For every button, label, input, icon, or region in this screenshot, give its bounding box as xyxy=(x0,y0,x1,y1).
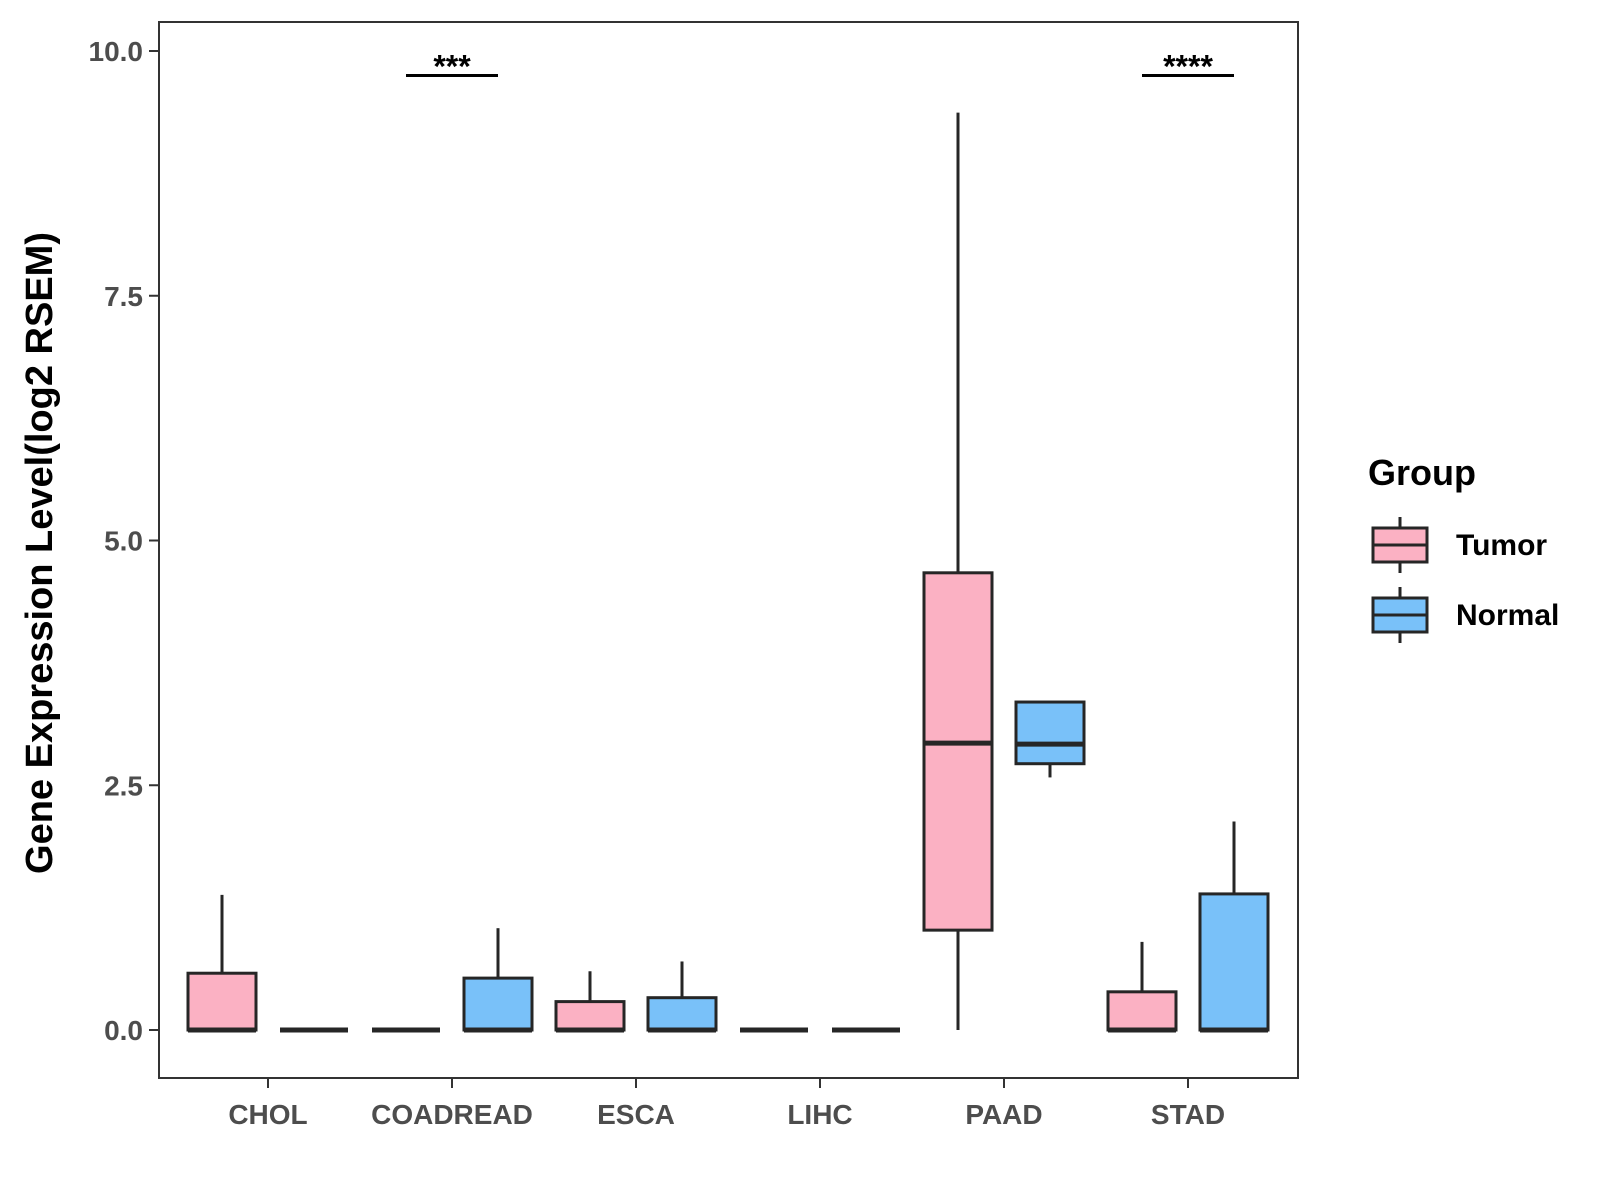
legend: Group Tumor Normal xyxy=(1368,452,1559,643)
box-body xyxy=(922,571,994,932)
box-body xyxy=(554,1000,626,1032)
boxes-layer xyxy=(186,112,1270,1033)
y-tick-label: 5.0 xyxy=(104,526,143,557)
y-tick-label: 2.5 xyxy=(104,770,143,801)
y-tick-label: 7.5 xyxy=(104,281,143,312)
legend-label: Tumor xyxy=(1456,529,1547,562)
x-tick-label: CHOL xyxy=(228,1099,307,1130)
y-axis-title: Gene Expression Level(log2 RSEM) xyxy=(19,232,61,874)
box-normal-paad xyxy=(1014,700,1086,778)
y-tick-label: 10.0 xyxy=(89,36,144,67)
box-body xyxy=(186,971,258,1032)
significance-label: *** xyxy=(433,48,471,84)
x-tick-label: COADREAD xyxy=(371,1099,533,1130)
x-tick-label: LIHC xyxy=(787,1099,852,1130)
box-normal-coadread xyxy=(462,928,534,1033)
plot-panel xyxy=(158,21,1299,1079)
box-body xyxy=(1014,700,1086,766)
significance-annotations: *** **** xyxy=(406,48,1234,84)
box-tumor-paad xyxy=(922,112,994,1030)
x-tick-label: PAAD xyxy=(965,1099,1042,1130)
significance-stad: **** xyxy=(1142,48,1234,84)
box-body xyxy=(1198,892,1270,1032)
box-body xyxy=(1106,990,1178,1032)
legend-entry-normal: Normal xyxy=(1371,587,1559,643)
box-tumor-chol xyxy=(186,894,258,1033)
legend-entry-tumor: Tumor xyxy=(1371,517,1547,573)
box-normal-stad xyxy=(1198,821,1270,1033)
box-tumor-stad xyxy=(1106,941,1178,1033)
box-normal-esca xyxy=(646,961,718,1033)
x-tick-label: STAD xyxy=(1151,1099,1225,1130)
box-body xyxy=(462,976,534,1032)
significance-label: **** xyxy=(1163,48,1213,84)
y-axis: 0.0 2.5 5.0 7.5 10.0 xyxy=(89,36,159,1046)
panel-border xyxy=(158,21,1299,1079)
significance-coadread: *** xyxy=(406,48,498,84)
y-tick-label: 0.0 xyxy=(104,1015,143,1046)
x-tick-label: ESCA xyxy=(597,1099,675,1130)
box-body xyxy=(646,996,718,1032)
legend-label: Normal xyxy=(1456,599,1559,632)
legend-title: Group xyxy=(1368,452,1476,493)
box-tumor-esca xyxy=(554,971,626,1033)
x-axis: CHOL COADREAD ESCA LIHC PAAD STAD xyxy=(228,1078,1225,1130)
